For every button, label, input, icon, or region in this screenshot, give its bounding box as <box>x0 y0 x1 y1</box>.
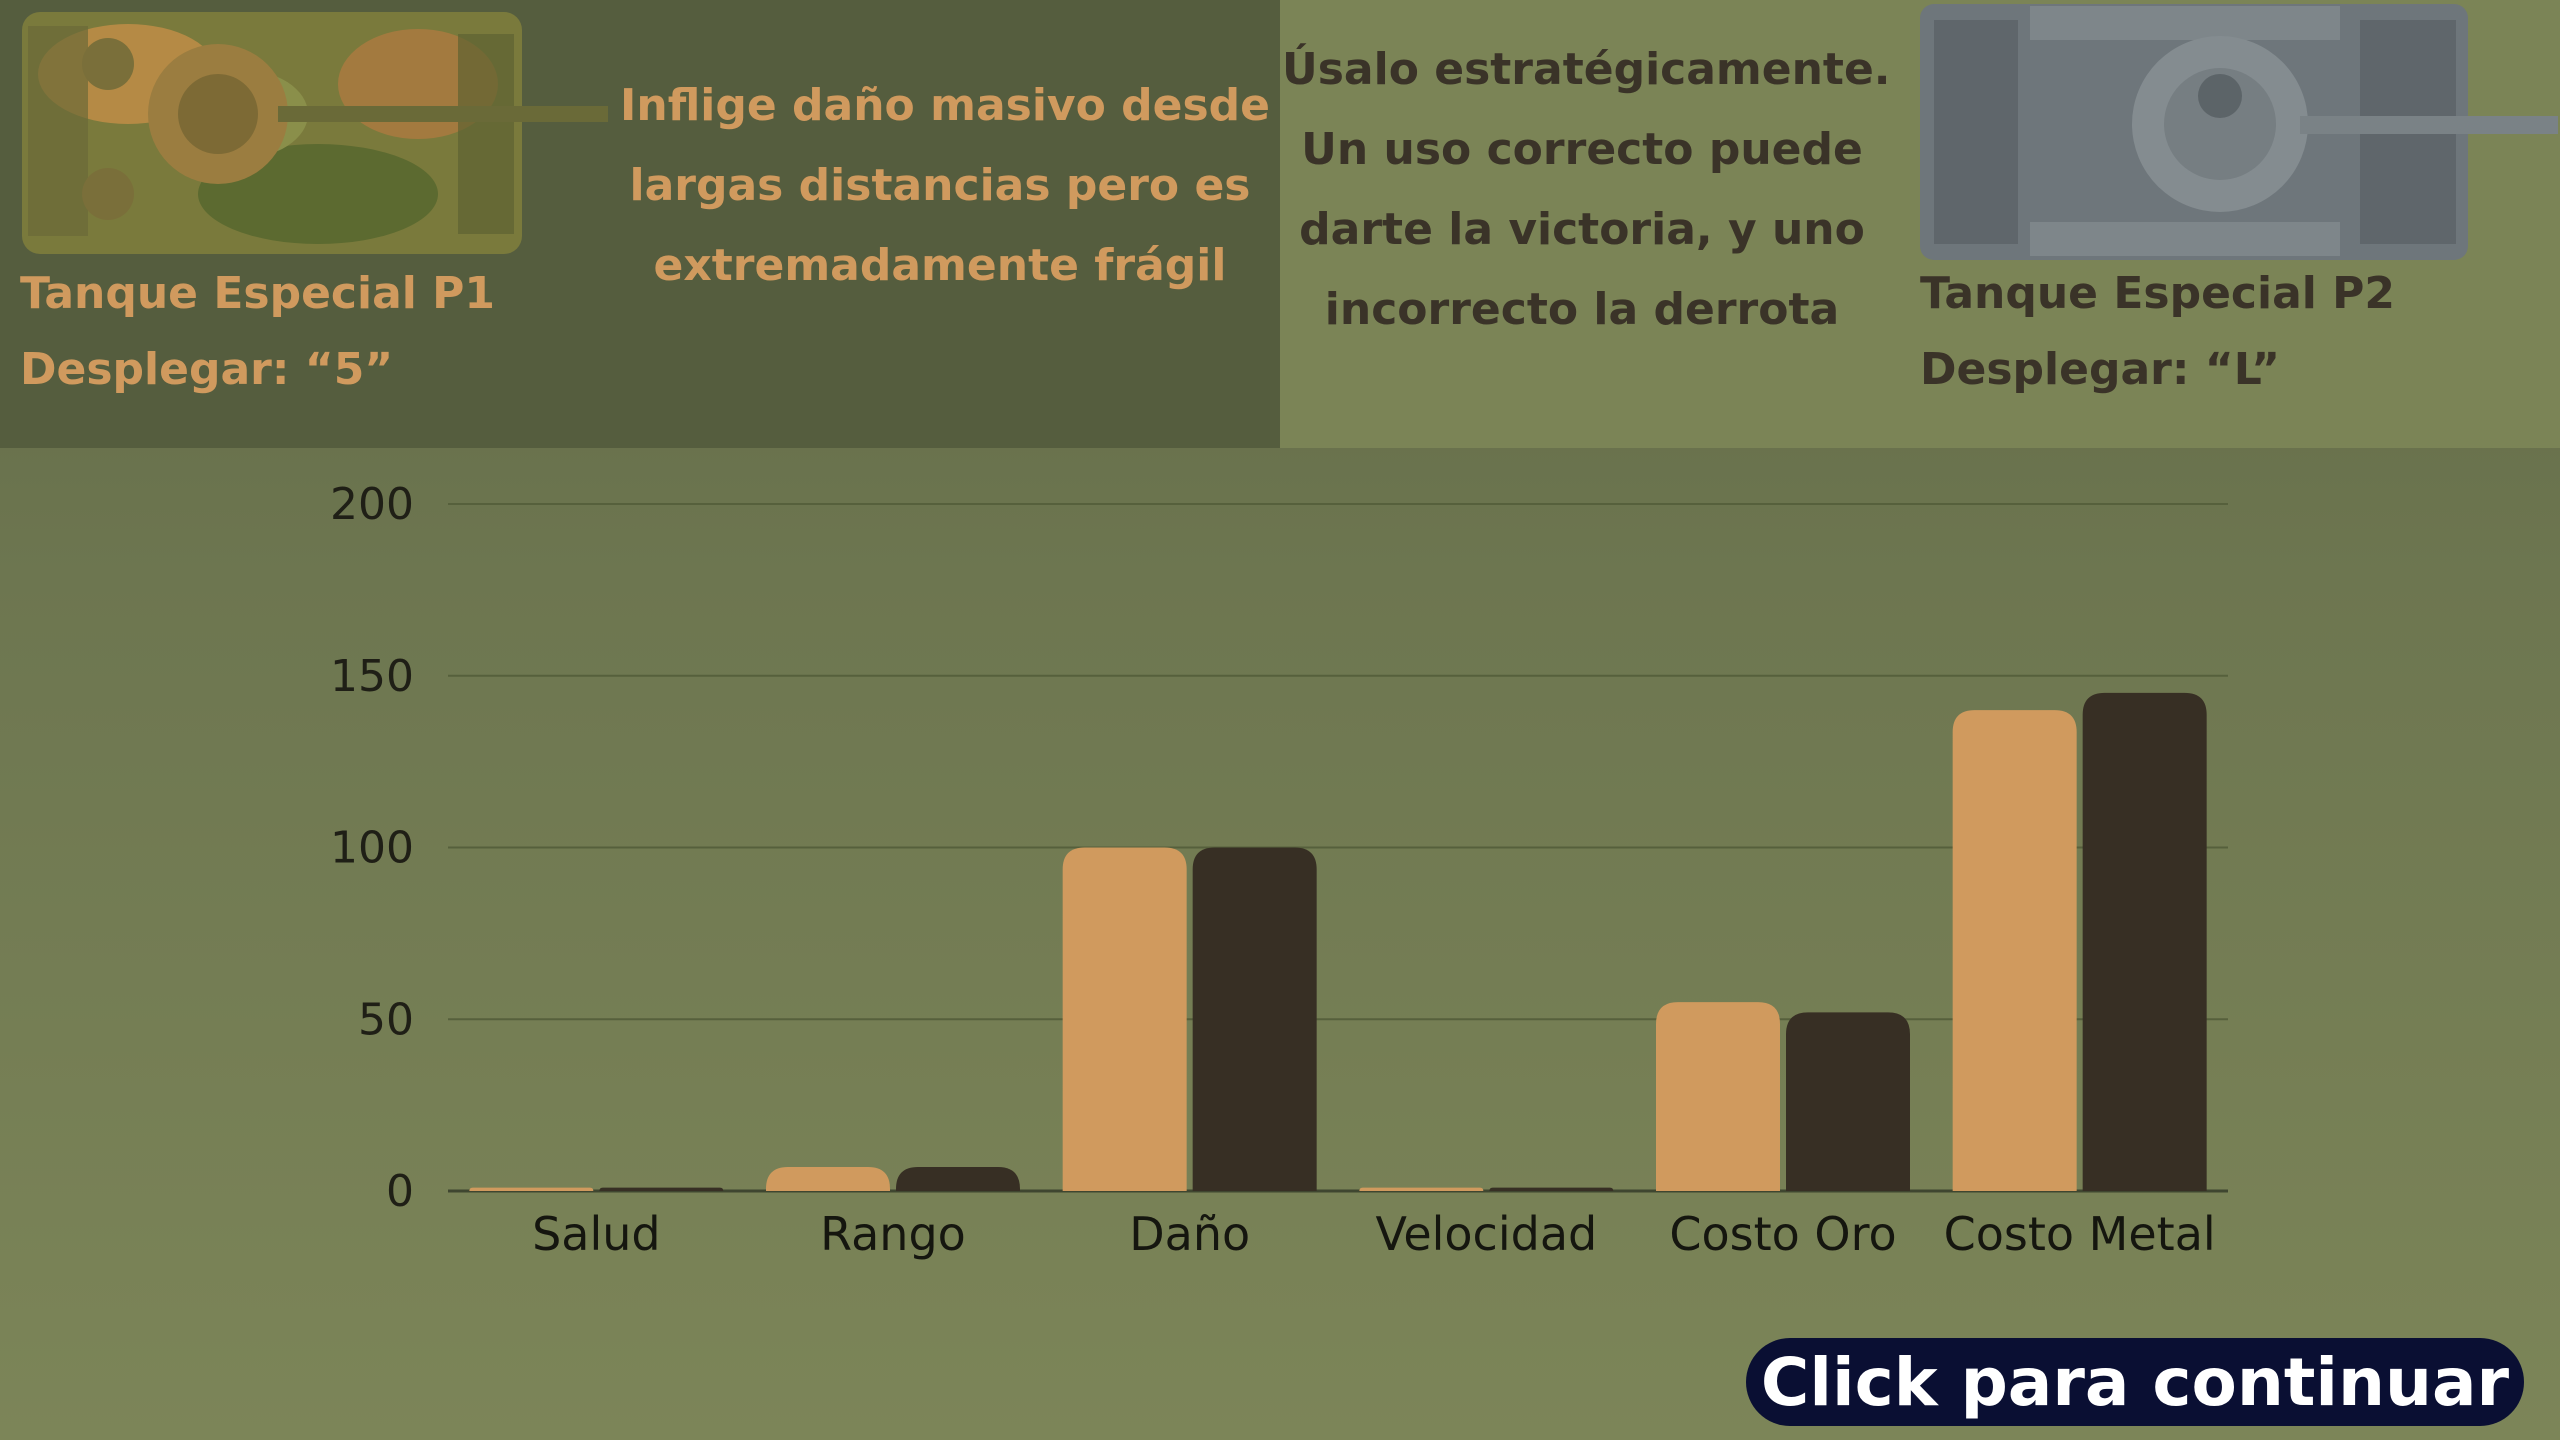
description-line: Un uso correcto puede <box>1301 124 1863 175</box>
x-tick-label: Daño <box>1129 1207 1250 1261</box>
x-tick-label: Salud <box>532 1207 661 1261</box>
tank-p1-deploy: Desplegar: “5” <box>20 344 394 395</box>
y-tick-label: 150 <box>330 651 414 702</box>
bar <box>1786 1012 1910 1191</box>
bar <box>1062 847 1187 1191</box>
y-tick-label: 50 <box>358 994 414 1045</box>
tank-p2-image <box>1920 0 2560 268</box>
description-line: extremadamente frágil <box>653 240 1227 291</box>
y-tick-label: 200 <box>330 479 414 530</box>
description-line: largas distancias pero es <box>629 160 1251 211</box>
tank-p2-deploy: Desplegar: “L” <box>1920 344 2281 395</box>
bar <box>896 1166 1020 1191</box>
description-line: Úsalo estratégicamente. <box>1282 44 1891 95</box>
bar <box>599 1187 724 1191</box>
tank-p2-description: Úsalo estratégicamente. Un uso correcto … <box>1282 30 1891 350</box>
bar <box>1192 847 1317 1191</box>
bar <box>1656 1002 1780 1191</box>
description-line: darte la victoria, y uno <box>1299 204 1865 255</box>
tank-p2-name: Tanque Especial P2 <box>1920 268 2396 319</box>
bar <box>766 1166 890 1191</box>
y-tick-label: 100 <box>330 823 414 874</box>
bar <box>1952 710 2077 1191</box>
x-tick-label: Rango <box>820 1207 966 1261</box>
x-tick-label: Costo Oro <box>1669 1207 1896 1261</box>
bar <box>2082 692 2207 1191</box>
description-line: incorrecto la derrota <box>1324 284 1840 335</box>
x-tick-label: Velocidad <box>1375 1207 1597 1261</box>
y-tick-label: 0 <box>386 1166 414 1217</box>
x-tick-label: Costo Metal <box>1944 1207 2216 1261</box>
bar <box>1489 1187 1614 1191</box>
bar <box>1359 1187 1484 1191</box>
continue-button-label: Click para continuar <box>1760 1343 2510 1421</box>
tank-p1-image <box>18 4 610 260</box>
continue-button[interactable]: Click para continuar <box>1746 1338 2524 1426</box>
description-line: Inflige daño masivo desde <box>620 80 1271 131</box>
bar <box>469 1187 594 1191</box>
tank-p2-label: Tanque Especial P2 Desplegar: “L” <box>1920 256 2395 408</box>
tank-p1-description: Inflige daño masivo desde largas distanc… <box>620 66 1271 306</box>
stats-bar-chart: 0 50 100 150 200 Salud Rango Daño Velocidad Costo… <box>330 479 2228 1261</box>
tank-p1-name: Tanque Especial P1 <box>20 268 496 319</box>
tank-p1-label: Tanque Especial P1 Desplegar: “5” <box>20 256 495 408</box>
